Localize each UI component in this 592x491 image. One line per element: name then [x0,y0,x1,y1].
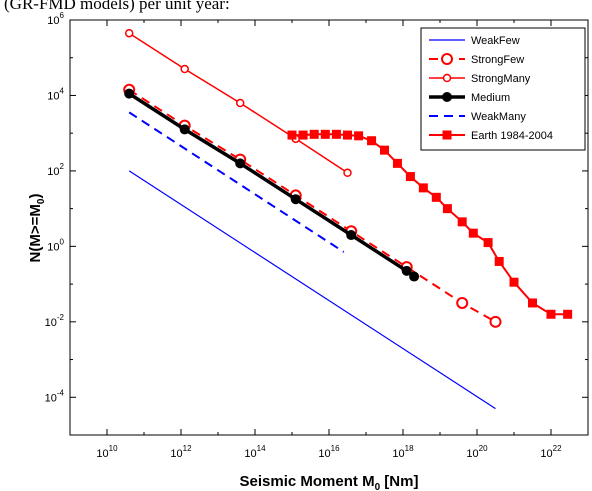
x-tick-label: 1010 [96,444,118,460]
x-tick-label: 1016 [318,444,340,460]
data-point [124,88,135,99]
data-point [418,183,428,193]
y-tick-label: 106 [47,11,64,27]
legend-box [420,27,586,151]
legend-label: WeakFew [471,35,520,47]
legend-entry: Earth 1984-2004 [429,130,553,142]
data-point [180,64,189,74]
data-point [457,217,467,227]
data-point [331,129,341,139]
series-layer [123,28,573,410]
data-point [483,238,493,248]
series-line [128,170,496,410]
series-weakfew [128,170,496,410]
data-point [489,315,502,328]
legend-marker [442,130,452,140]
legend-entry: StrongFew [429,53,524,66]
data-point [343,168,352,178]
data-point [354,131,364,141]
series-medium [124,88,420,282]
y-tick-label: 102 [47,162,64,178]
series-line [128,88,496,323]
x-tick-label: 1012 [170,444,192,460]
legend-label: Earth 1984-2004 [471,130,553,142]
series-earth-1984-2004 [287,129,573,319]
x-axis-label: Seismic Moment M0 [Nm] [240,473,419,491]
data-point [290,194,301,205]
data-point [468,228,478,238]
legend-marker [442,92,452,102]
series-weakmany [128,111,345,253]
y-tick-label: 104 [47,86,64,102]
data-point [287,130,297,140]
data-point [563,309,573,319]
legend-label: StrongFew [471,54,524,66]
data-point [401,265,412,276]
legend-entry: StrongMany [429,73,531,85]
x-tick-label: 1022 [540,444,562,460]
x-tick-label: 1020 [466,444,488,460]
data-point [509,277,519,287]
data-point [298,130,308,140]
data-point [494,256,504,266]
y-tick-label: 10-4 [45,388,65,404]
data-point [380,145,389,155]
axes-layer: 1010 1012 1014 1016 1018 1020 1022 106 104 102 100… [45,11,589,460]
data-point [343,130,352,140]
data-point [346,230,357,241]
legend-marker [441,53,453,65]
data-point [235,98,245,108]
data-point [367,136,377,146]
legend-label: WeakMany [471,111,526,123]
data-point [235,158,246,169]
y-axis-label: N(M>=M0) [27,194,47,263]
legend-entry: WeakFew [429,35,520,47]
series-line [128,111,345,253]
series-line [292,133,568,316]
data-point [320,129,330,139]
legend-label: Medium [471,92,510,104]
data-point [124,28,134,38]
y-tick-label: 10-2 [45,313,65,329]
x-tick-label: 1014 [244,444,266,460]
x-tick-label: 1018 [392,444,414,460]
data-point [528,298,537,308]
legend-entry: Medium [429,92,510,104]
legend-marker [442,73,452,83]
data-point [392,158,402,168]
data-point [405,172,415,182]
data-point [456,296,469,309]
data-point [546,309,556,319]
data-point [431,192,441,202]
data-point [179,124,190,135]
y-tick-label: 100 [47,237,64,253]
data-point [309,129,319,139]
caption-text: (GR-FMD models) per unit year: [4,0,230,13]
legend-entry: WeakMany [429,111,526,123]
data-point [409,271,420,282]
data-point [442,204,452,214]
legend-label: StrongMany [471,73,531,85]
legend: WeakFew StrongFew StrongMany Medium WeakMany… [420,27,586,151]
